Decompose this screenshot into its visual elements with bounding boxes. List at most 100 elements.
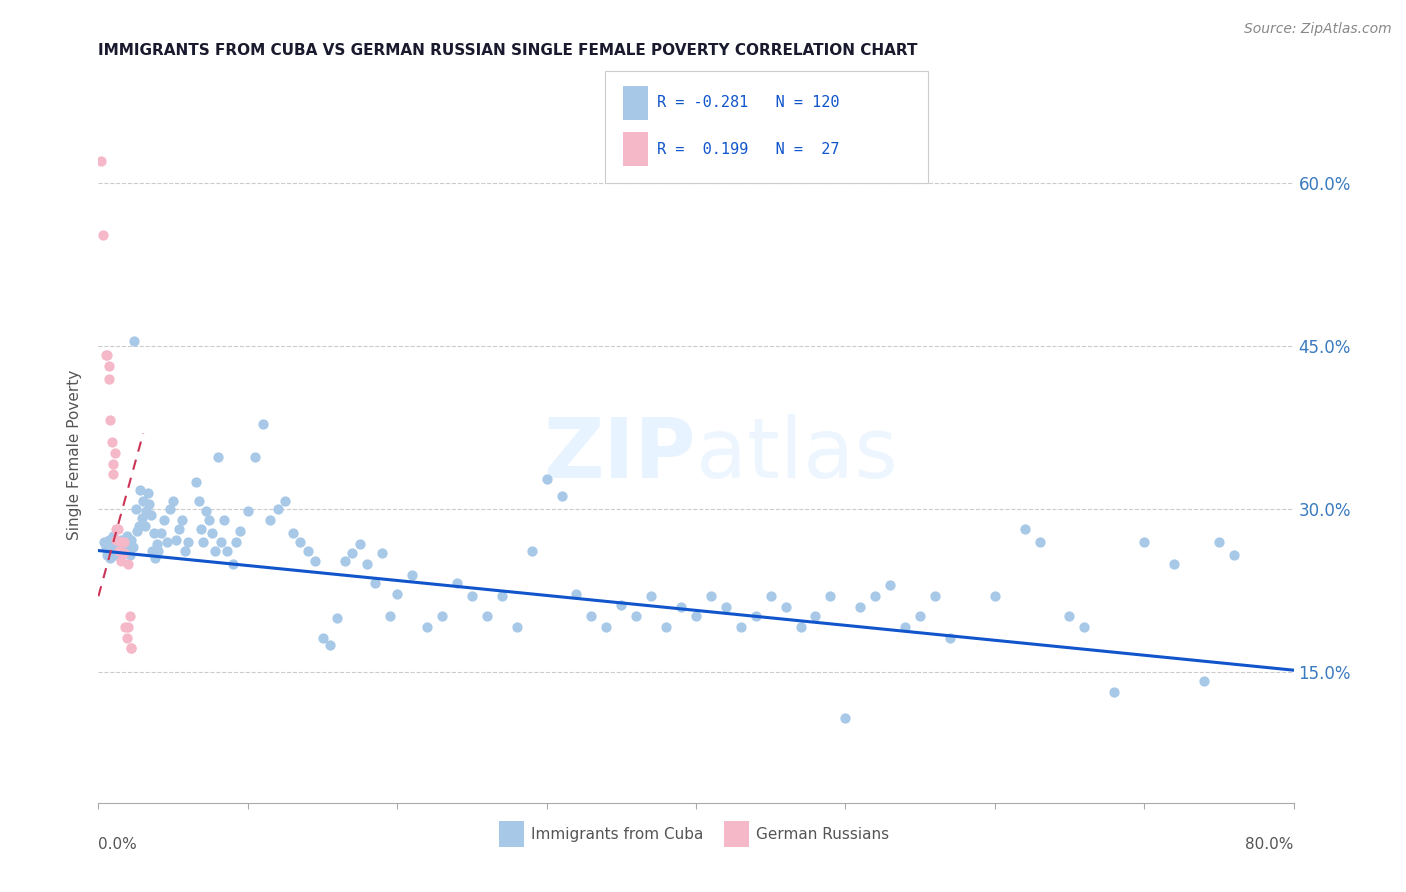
Point xyxy=(385,587,409,601)
Point xyxy=(789,620,811,634)
Text: Immigrants from Cuba: Immigrants from Cuba xyxy=(531,827,704,841)
Point xyxy=(104,543,127,558)
Point xyxy=(135,504,157,518)
Point xyxy=(252,417,274,432)
Point xyxy=(212,513,235,527)
Point xyxy=(107,522,129,536)
Point xyxy=(297,543,319,558)
Point xyxy=(120,641,142,656)
Point xyxy=(1208,534,1230,549)
Text: R =  0.199   N =  27: R = 0.199 N = 27 xyxy=(657,142,839,157)
Point xyxy=(446,576,468,591)
Point xyxy=(177,534,200,549)
Point xyxy=(759,589,782,603)
Point xyxy=(984,589,1007,603)
Point xyxy=(172,513,194,527)
Point xyxy=(195,504,218,518)
Point xyxy=(669,600,692,615)
Point xyxy=(1014,522,1036,536)
Point xyxy=(259,513,281,527)
Point xyxy=(311,631,333,645)
Point xyxy=(229,524,252,538)
Point xyxy=(1192,674,1215,689)
Point xyxy=(236,504,259,518)
Point xyxy=(209,534,232,549)
Point xyxy=(894,620,917,634)
Point xyxy=(700,589,723,603)
Point xyxy=(595,620,617,634)
Point xyxy=(101,434,124,449)
Point xyxy=(156,534,179,549)
Point xyxy=(626,608,648,623)
Point xyxy=(491,589,513,603)
Point xyxy=(112,546,135,560)
Point xyxy=(110,554,132,568)
Point xyxy=(326,611,349,625)
Point xyxy=(333,554,356,568)
Point xyxy=(162,493,184,508)
Point xyxy=(685,608,707,623)
Point xyxy=(165,533,187,547)
Point xyxy=(215,543,238,558)
Point xyxy=(245,450,267,464)
Point xyxy=(142,526,165,541)
Point xyxy=(114,620,136,634)
Point xyxy=(745,608,768,623)
Point xyxy=(304,554,326,568)
Point xyxy=(150,526,173,541)
Point xyxy=(115,529,138,543)
Point xyxy=(111,546,134,560)
Point xyxy=(115,631,138,645)
Point xyxy=(141,543,163,558)
Point xyxy=(865,589,887,603)
Point xyxy=(222,557,245,571)
Point xyxy=(820,589,842,603)
Point xyxy=(132,493,155,508)
Point xyxy=(167,522,190,536)
Point xyxy=(110,533,132,547)
Point xyxy=(110,534,132,549)
Point xyxy=(1223,548,1246,562)
Point xyxy=(1104,685,1126,699)
Point xyxy=(371,546,394,560)
Point xyxy=(288,534,311,549)
Text: Source: ZipAtlas.com: Source: ZipAtlas.com xyxy=(1244,22,1392,37)
Point xyxy=(134,518,156,533)
Point xyxy=(94,348,117,362)
Point xyxy=(91,228,114,243)
Text: IMMIGRANTS FROM CUBA VS GERMAN RUSSIAN SINGLE FEMALE POVERTY CORRELATION CHART: IMMIGRANTS FROM CUBA VS GERMAN RUSSIAN S… xyxy=(98,43,918,58)
Point xyxy=(565,587,588,601)
Point xyxy=(118,548,141,562)
Point xyxy=(730,620,752,634)
Point xyxy=(225,534,247,549)
Point xyxy=(207,450,229,464)
Point xyxy=(187,493,209,508)
Point xyxy=(148,543,170,558)
Point xyxy=(342,546,364,560)
Point xyxy=(138,497,160,511)
Point xyxy=(159,502,181,516)
Point xyxy=(475,608,498,623)
Point xyxy=(129,483,152,497)
Point xyxy=(610,598,633,612)
Point xyxy=(139,508,162,522)
Point xyxy=(136,486,159,500)
Point xyxy=(120,641,142,656)
Point xyxy=(128,518,150,533)
Point xyxy=(804,608,827,623)
Point xyxy=(349,537,371,551)
Text: 0.0%: 0.0% xyxy=(98,837,138,852)
Point xyxy=(1163,557,1185,571)
Point xyxy=(100,551,122,566)
Point xyxy=(97,533,120,547)
Point xyxy=(908,608,931,623)
Point xyxy=(1028,534,1050,549)
Point xyxy=(461,589,484,603)
Point xyxy=(775,600,797,615)
Point xyxy=(204,543,226,558)
Point xyxy=(96,548,118,562)
Point xyxy=(1133,534,1156,549)
Text: German Russians: German Russians xyxy=(756,827,890,841)
Point xyxy=(117,557,139,571)
Point xyxy=(125,502,148,516)
